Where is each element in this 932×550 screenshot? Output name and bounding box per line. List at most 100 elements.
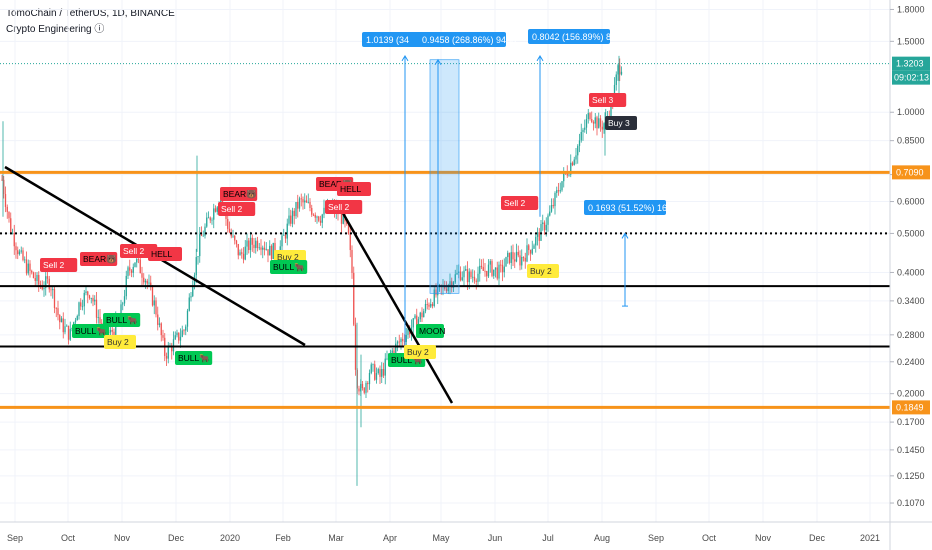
measurement[interactable]: 0.1693 (51.52%) 1693 — [584, 200, 677, 307]
candle — [234, 234, 236, 245]
candle — [556, 186, 558, 198]
candle — [349, 226, 351, 258]
candle — [487, 259, 490, 279]
signal-sell[interactable]: Sell 2 — [120, 244, 158, 258]
x-tick-label: Sep — [7, 533, 23, 543]
signal-bull[interactable]: BULL🐂 — [103, 313, 141, 327]
candle — [55, 307, 57, 318]
candle — [475, 278, 477, 290]
signal-bull[interactable]: BULL🐂 — [72, 324, 110, 338]
candle — [50, 286, 52, 297]
candle — [405, 327, 407, 346]
y-tick-label: 0.2800 — [897, 330, 925, 340]
candle — [521, 249, 523, 270]
candle — [165, 352, 168, 367]
signal-moon[interactable]: MOON — [416, 324, 445, 338]
candle — [421, 307, 423, 322]
downtrend-line[interactable] — [338, 207, 454, 404]
candle — [533, 243, 535, 249]
candle — [29, 260, 31, 278]
x-tick-label: Feb — [275, 533, 291, 543]
candle — [515, 243, 518, 263]
candle — [179, 328, 182, 348]
candle — [24, 256, 26, 264]
signal-buy[interactable]: Buy 2 — [527, 264, 559, 278]
candle — [309, 198, 311, 212]
x-tick-label: Nov — [114, 533, 131, 543]
candle — [248, 237, 250, 254]
y-tick-label: 0.2000 — [897, 389, 925, 399]
candle — [18, 249, 21, 256]
candle — [580, 123, 582, 143]
candle — [172, 331, 175, 356]
candle — [314, 212, 316, 222]
candle — [384, 353, 386, 385]
x-tick-label: Oct — [702, 533, 717, 543]
signal-sell[interactable]: Sell 3 — [589, 93, 627, 107]
signal-sell[interactable]: Sell 2 — [501, 196, 539, 210]
x-tick-label: Jun — [488, 533, 503, 543]
candle — [470, 269, 472, 280]
candle — [17, 246, 19, 260]
x-tick-label: 2020 — [220, 533, 240, 543]
candle — [6, 204, 8, 219]
signal-buy3[interactable]: Buy 3 — [605, 116, 637, 130]
candle — [377, 367, 379, 375]
y-tick-label: 1.0000 — [897, 107, 925, 117]
candle — [48, 275, 50, 293]
candle — [150, 275, 152, 291]
candle — [370, 362, 372, 375]
signal-sell[interactable]: Sell 2 — [325, 200, 363, 214]
candle — [267, 249, 269, 263]
measurement[interactable]: 1.0139 (34 — [362, 32, 424, 352]
signal-bull[interactable]: BULL🐂 — [270, 260, 308, 274]
candle — [87, 290, 89, 304]
y-tick-label: 0.5000 — [897, 228, 925, 238]
candle — [311, 204, 313, 217]
signal-sell[interactable]: Sell 2 — [40, 258, 78, 272]
signal-label: BULL🐂 — [75, 326, 107, 336]
indicator-name[interactable]: Crypto Engineering ⓘ — [6, 24, 105, 35]
candle — [144, 278, 147, 289]
candle — [4, 186, 7, 213]
measurement[interactable]: 0.8042 (156.89%) 8042 — [528, 29, 626, 217]
signal-bear[interactable]: HELL — [148, 247, 182, 261]
candle — [461, 271, 463, 282]
candle — [575, 148, 577, 165]
candle — [160, 322, 162, 342]
candle — [32, 271, 35, 279]
signal-bear[interactable]: HELL — [337, 182, 371, 196]
measurement[interactable]: 0.9458 (268.86%) 9458 — [418, 32, 516, 294]
signal-buy[interactable]: Buy 2 — [404, 345, 436, 359]
candle — [211, 217, 213, 225]
signal-label: Sell 3 — [592, 95, 614, 105]
candle — [619, 58, 621, 82]
x-tick-label: Apr — [383, 533, 397, 543]
candle — [88, 294, 91, 300]
candle — [127, 265, 129, 279]
signal-bear[interactable]: BEAR🐻 — [80, 252, 118, 266]
candle — [585, 114, 588, 134]
candle — [298, 196, 301, 212]
candle — [582, 127, 584, 141]
signal-sell[interactable]: Sell 2 — [218, 202, 256, 216]
x-tick-label: 2021 — [860, 533, 880, 543]
candle — [235, 239, 238, 248]
candle — [10, 212, 12, 235]
candle — [491, 259, 493, 278]
candle — [304, 193, 306, 210]
signal-label: Sell 2 — [221, 204, 243, 214]
signal-bear[interactable]: BEAR🐻 — [220, 187, 258, 201]
candle — [323, 199, 325, 219]
candle — [242, 247, 245, 264]
signal-label: Buy 2 — [530, 266, 552, 276]
signal-buy[interactable]: Buy 2 — [104, 335, 136, 349]
candle — [319, 215, 322, 226]
candle — [538, 228, 540, 249]
candle — [318, 215, 320, 223]
y-tick-label: 0.1450 — [897, 445, 925, 455]
candle — [53, 285, 56, 314]
signal-label: BULL🐂 — [106, 315, 138, 325]
signal-bull[interactable]: BULL🐂 — [175, 351, 213, 365]
